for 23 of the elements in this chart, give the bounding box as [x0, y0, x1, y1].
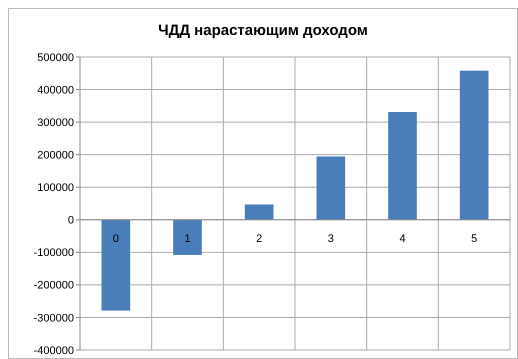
y-tick-label: 400000	[37, 84, 74, 96]
y-tick-label: 300000	[37, 116, 74, 129]
y-tick-label: 500000	[37, 52, 74, 64]
bar	[173, 220, 202, 255]
bar	[388, 112, 417, 220]
bar	[460, 70, 488, 220]
x-tick-label: 3	[328, 232, 334, 245]
chart-title: ЧДД нарастающим доходом	[158, 22, 368, 39]
y-tick-label: 100000	[37, 182, 74, 194]
x-tick-label: 0	[112, 232, 119, 245]
y-tick-label: 0	[68, 214, 74, 227]
x-tick-label: 2	[256, 232, 262, 245]
y-tick-label: -300000	[34, 312, 74, 324]
bar	[316, 156, 346, 220]
x-tick-label: 1	[184, 232, 191, 245]
x-tick-label: 4	[399, 232, 406, 245]
bar	[102, 220, 130, 311]
y-tick-label: -400000	[34, 344, 74, 357]
y-tick-label: -200000	[34, 280, 74, 292]
bar	[244, 204, 274, 220]
y-tick-label: 200000	[37, 150, 74, 162]
x-tick-label: 5	[471, 232, 478, 245]
y-tick-label: -100000	[34, 247, 74, 260]
